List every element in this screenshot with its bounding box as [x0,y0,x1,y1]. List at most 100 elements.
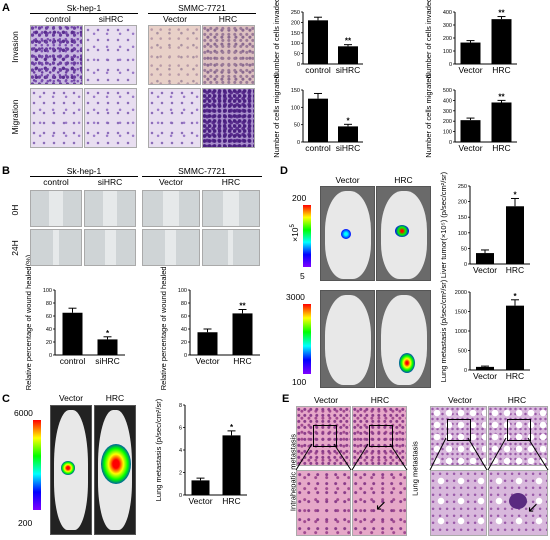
panel-label-b: B [2,165,10,177]
y-tick-label: 0 [449,140,452,146]
histology-lung-vector-low [430,406,487,466]
significance-marker: * [106,329,110,338]
y-axis-label: Number of cells invaded [272,0,281,78]
y-tick-label: 0 [179,493,182,499]
bar-HRC [506,206,524,264]
wound-24h-sihrc [84,229,136,266]
y-axis-label: Lung metastasis (p/sec/cm²/sr) [154,398,163,501]
b-col-label-sihrc: siHRC [97,177,123,187]
wound-24h-control [30,229,82,266]
e-row-label-lung: Lung metastasis [410,441,420,496]
y-tick-label: 200 [443,119,452,125]
category-label: HRC [492,65,510,75]
category-label: Vector [188,496,212,506]
y-tick-label: 150 [291,31,300,37]
y-tick-label: 200 [458,200,467,206]
chart-b1: 0 20 40 60 80 100 control * siHRC Relative percen… [24,254,125,390]
y-axis-label: Number of cells migrated [272,74,281,157]
significance-marker: ** [498,92,505,101]
d-scale1-unit: ×105 [290,224,300,242]
category-label: HRC [506,265,524,275]
c-mouse-image-vector [50,405,92,535]
significance-marker: ** [239,302,246,311]
y-tick-label: 80 [181,301,187,307]
chart-a1: 0 50 100 150 200 250 control ** siHRC Number of c… [272,0,363,78]
y-tick-label: 250 [458,184,467,190]
y-tick-label: 400 [443,98,452,104]
panel-label-e: E [282,393,290,405]
b-col-label-hrc: HRC [221,177,241,187]
wound-0h-hrc [202,190,260,227]
bar-HRC [491,102,512,142]
category-label: HRC [233,356,251,366]
b-col-label-control: control [43,177,69,187]
y-tick-label: 80 [46,301,52,307]
bar-Vector [460,42,481,64]
y-tick-label: 300 [443,109,452,115]
bar-HRC [222,435,241,495]
y-tick-label: 20 [46,340,52,346]
y-tick-label: 0 [464,262,467,268]
d-mouse-image-vector-lung [320,290,375,388]
d-scale2-min: 100 [292,377,307,387]
micrograph-migration-control [30,88,83,148]
b-row-label-0h: 0H [10,204,20,216]
y-tick-label: 50 [294,123,300,129]
chart-a3: 0 50 100 150 control * siHRC Number of cells mi… [272,74,363,158]
y-tick-label: 250 [291,10,300,16]
d-mouse-image-hrc-lung [376,290,431,388]
category-label: Vector [473,265,497,275]
micrograph-invasion-control [30,25,83,85]
y-tick-label: 0 [297,140,300,146]
d-mouse-label-hrc: HRC [394,175,413,185]
col-label-control: control [45,14,71,24]
bar-Vector [460,120,481,142]
category-label: control [60,356,86,366]
bar-control [308,98,328,142]
y-tick-label: 100 [43,288,52,294]
arrow-icon: ↙ [527,499,539,515]
d-color-scale-1 [303,205,311,267]
y-tick-label: 100 [291,41,300,47]
bar-siHRC [338,46,358,64]
d-mouse-image-vector-liver [320,186,375,281]
micrograph-migration-vector [148,88,201,148]
bar-control [62,312,83,355]
histology-lung-vector-high [430,470,487,536]
category-label: Vector [458,143,482,153]
c-scale-max: 6000 [14,408,33,418]
bar-Vector [476,366,494,370]
y-axis-label: Relative percentage of wound healed(%) [24,254,33,390]
panel-label-d: D [280,165,288,177]
y-tick-label: 100 [291,105,300,111]
c-color-scale [33,420,41,510]
chart-a4: 0 100 200 300 400 500 Vector ** HRC Number of cel… [424,74,517,158]
y-tick-label: 500 [443,88,452,94]
y-tick-label: 100 [458,231,467,237]
y-tick-label: 200 [443,36,452,42]
e-col-label-vector-lung: Vector [447,395,473,405]
category-label: siHRC [336,65,361,75]
y-tick-label: 0 [49,353,52,359]
micrograph-invasion-sihrc [84,25,137,85]
bar-HRC [232,313,253,355]
y-tick-label: 1500 [455,310,467,316]
chart-d1: 0 50 100 150 200 250 Vector * HRC Liver tumor(×10… [439,171,530,278]
significance-marker: ** [498,9,505,18]
group-label-skhep1: Sk-hep-1 [30,3,138,14]
bar-HRC [491,19,512,64]
category-label: Vector [473,371,497,381]
micrograph-migration-hrc [202,88,255,148]
histology-liver-hrc-low [352,406,407,466]
y-tick-label: 40 [46,327,52,333]
significance-marker: * [346,116,350,125]
micrograph-invasion-vector [148,25,201,85]
y-tick-label: 50 [461,246,467,252]
panel-label-a: A [2,2,10,14]
panel-label-c: C [2,393,10,405]
category-label: HRC [506,371,524,381]
b-row-label-24h: 24H [10,240,20,256]
y-tick-label: 500 [458,349,467,355]
category-label: siHRC [95,356,120,366]
y-tick-label: 4 [179,448,182,454]
